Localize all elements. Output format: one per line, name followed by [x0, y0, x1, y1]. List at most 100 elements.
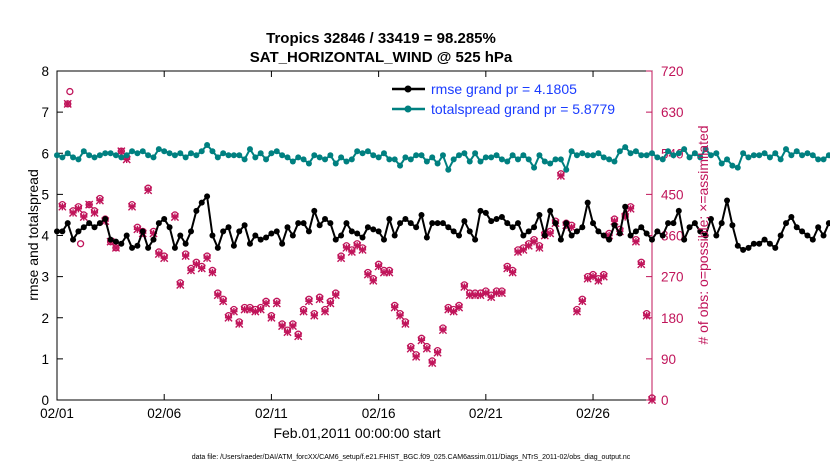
obs-assimilated-point [160, 254, 169, 263]
rmse-point [750, 240, 757, 247]
rmse-point [477, 207, 484, 214]
totalspread-point [332, 160, 339, 167]
obs-possible-point [66, 87, 74, 96]
rmse-point [354, 230, 361, 237]
rmse-point [75, 228, 82, 235]
x-tick-label: 02/21 [469, 406, 503, 421]
rmse-point [300, 220, 307, 227]
totalspread-point [520, 152, 527, 159]
totalspread-point [391, 156, 398, 163]
totalspread-series [54, 142, 830, 173]
obs-assimilated-point [111, 243, 121, 252]
rmse-point [418, 211, 425, 218]
y-right-tick-label: 630 [661, 105, 684, 120]
obs-assimilated-point [315, 295, 324, 304]
obs-assimilated-point [272, 299, 281, 308]
totalspread-point [665, 148, 672, 155]
totalspread-point [783, 146, 790, 153]
rmse-point [348, 228, 355, 235]
totalspread-point [702, 146, 709, 153]
totalspread-point [681, 146, 688, 153]
rmse-point [332, 236, 339, 243]
totalspread-point [322, 156, 329, 163]
totalspread-point [815, 156, 822, 163]
rmse-point [268, 230, 275, 237]
totalspread-point [772, 150, 779, 157]
obs-assimilated-point [524, 241, 533, 250]
rmse-point [606, 236, 613, 243]
obs-assimilated-point [192, 260, 201, 269]
totalspread-point [493, 152, 500, 159]
totalspread-point [686, 154, 693, 161]
obs-assimilated-point [594, 276, 603, 285]
rmse-point [107, 236, 114, 243]
rmse-point [279, 240, 286, 247]
totalspread-point [359, 150, 366, 157]
y-right-tick-label: 270 [661, 270, 684, 285]
obs-assimilated-point [438, 325, 448, 335]
y-right-tick-label: 450 [661, 187, 684, 202]
rmse-point [150, 236, 157, 243]
totalspread-point [134, 150, 141, 157]
obs-assimilated-point [358, 245, 367, 254]
rmse-point [252, 232, 259, 239]
totalspread-point [96, 152, 103, 159]
rmse-point [632, 228, 639, 235]
totalspread-point [263, 156, 270, 163]
totalspread-point [793, 148, 800, 155]
rmse-point [257, 236, 264, 243]
totalspread-point [161, 148, 168, 155]
obs-assimilated-point [406, 344, 415, 353]
rmse-point [659, 232, 666, 239]
rmse-point [799, 228, 806, 235]
y-tick-label: 3 [41, 270, 49, 285]
y-tick-label: 0 [41, 393, 49, 408]
obs-assimilated-point [647, 395, 657, 405]
totalspread-point [155, 146, 162, 153]
totalspread-point [659, 156, 666, 163]
totalspread-point [745, 154, 752, 161]
y-right-tick-label: 360 [661, 229, 684, 244]
obs-assimilated-point [176, 280, 185, 289]
obs-assimilated-point [326, 299, 335, 308]
totalspread-point [750, 152, 757, 159]
totalspread-point [171, 152, 178, 159]
totalspread-point [718, 160, 725, 167]
obs-assimilated-point [186, 266, 196, 275]
x-tick-label: 02/26 [576, 406, 610, 421]
totalspread-point [364, 148, 371, 155]
rmse-point [718, 220, 725, 227]
obs-assimilated-point [320, 307, 330, 316]
obs-assimilated-point [363, 270, 372, 279]
rmse-point [289, 232, 296, 239]
x-tick-label: 02/01 [40, 406, 74, 421]
rmse-point [498, 213, 505, 220]
totalspread-point [756, 152, 763, 159]
y-axis-right: 090180270360450540630720 [646, 64, 684, 408]
rmse-point [70, 236, 77, 243]
rmse-point [171, 244, 178, 251]
rmse-point [686, 224, 693, 231]
totalspread-point [632, 148, 639, 155]
rmse-point [707, 216, 714, 223]
totalspread-point [380, 150, 387, 157]
rmse-point [198, 199, 205, 206]
rmse-point [745, 244, 752, 251]
rmse-point [139, 228, 146, 235]
x-tick-label: 02/11 [255, 406, 288, 421]
rmse-point [643, 230, 650, 237]
obs-assimilated-point [63, 99, 72, 108]
rmse-point [311, 207, 318, 214]
rmse-point [91, 224, 98, 231]
rmse-point [563, 220, 570, 227]
rmse-point [413, 224, 420, 231]
obs-assimilated-point [412, 352, 421, 361]
rmse-point [364, 224, 371, 231]
rmse-point [305, 228, 312, 235]
obs-assimilated-point [588, 272, 598, 281]
y-right-tick-label: 90 [661, 352, 676, 367]
totalspread-point [118, 154, 125, 161]
rmse-point [820, 232, 827, 239]
totalspread-point [64, 150, 71, 157]
rmse-point [316, 222, 323, 229]
